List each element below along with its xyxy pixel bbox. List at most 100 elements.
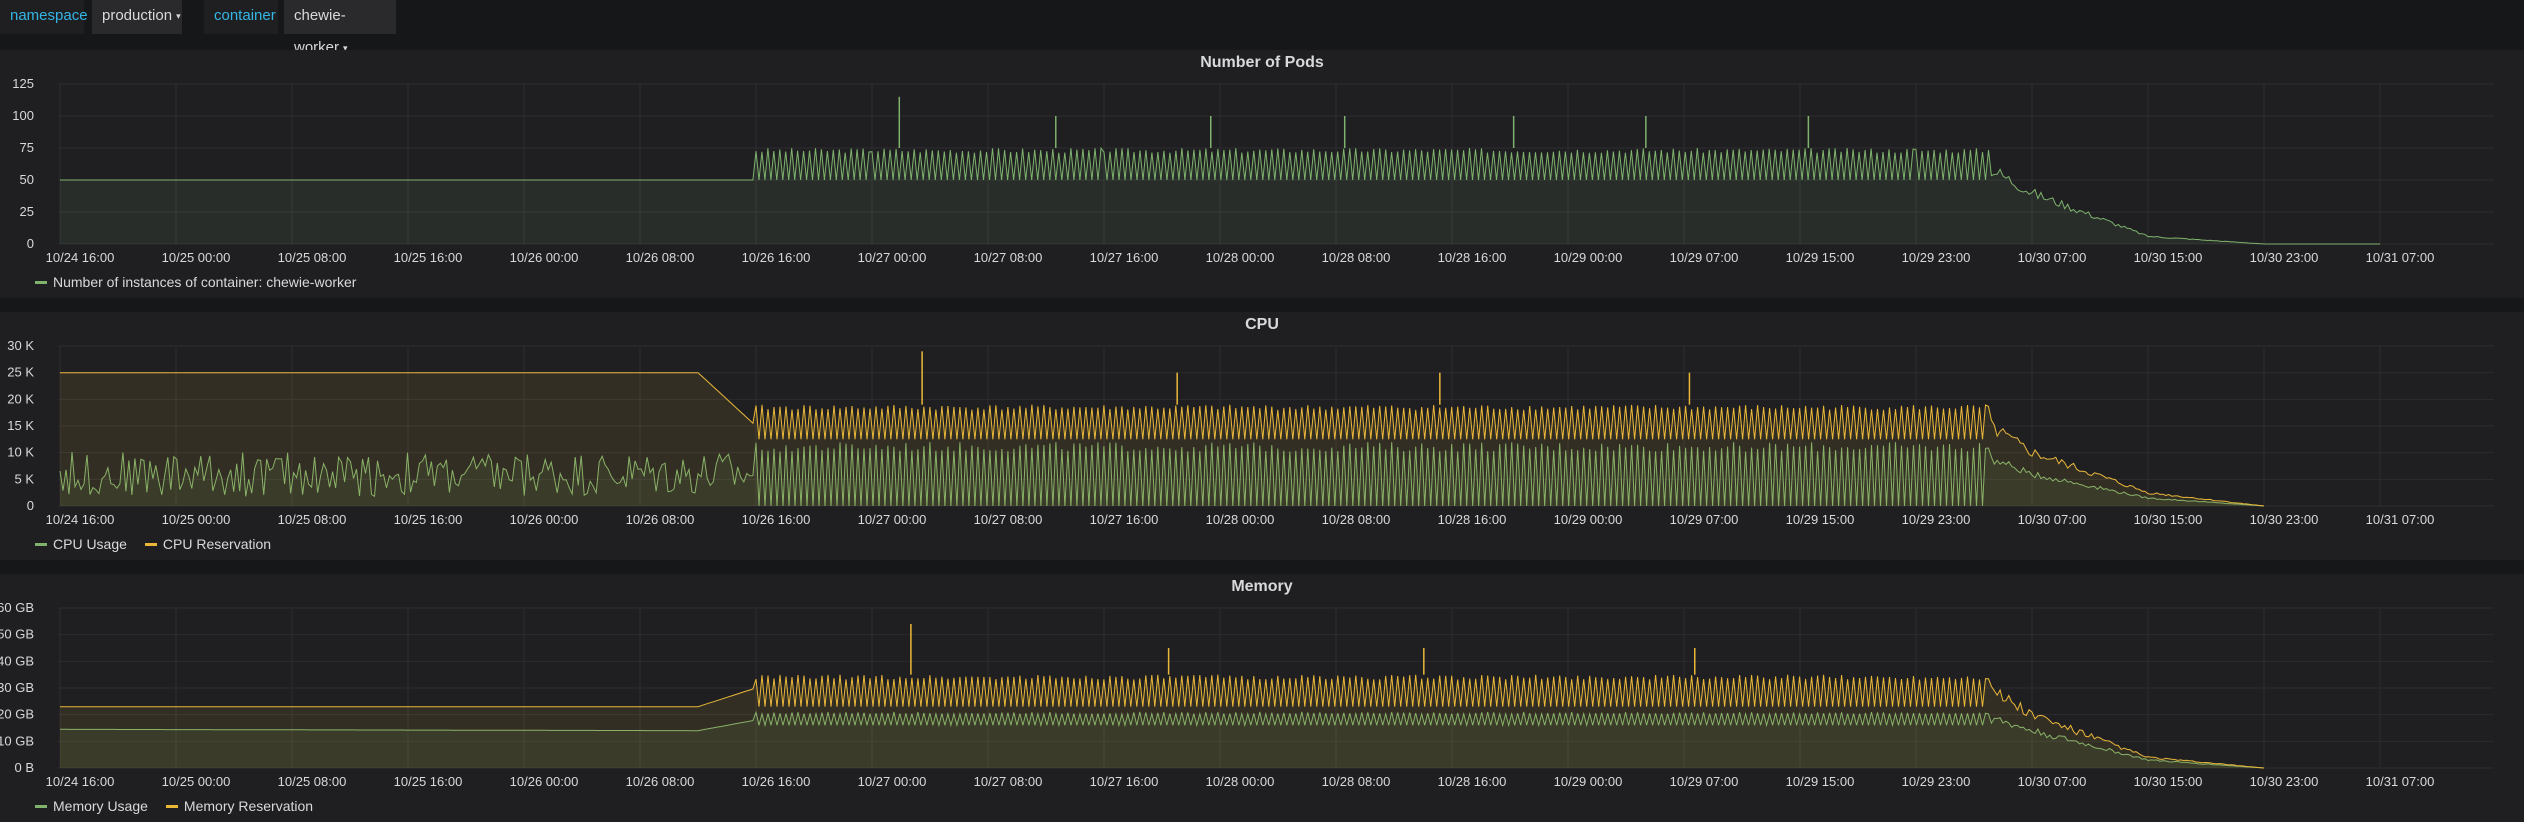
- x-tick-label: 10/27 00:00: [858, 774, 927, 789]
- panel-memory: Memory 0 B 10 GB 20 GB 30 GB 40 GB 50 GB 60 GB…: [0, 574, 2524, 822]
- caret-down-icon: ▾: [343, 43, 348, 54]
- x-tick-label: 10/28 00:00: [1206, 250, 1275, 265]
- legend-label: Memory Usage: [53, 798, 148, 814]
- y-tick-label: 60 GB: [0, 600, 34, 615]
- x-tick-label: 10/30 07:00: [2018, 250, 2087, 265]
- x-tick-label: 10/28 00:00: [1206, 512, 1275, 527]
- y-tick-label: 25 K: [7, 365, 34, 380]
- x-tick-label: 10/25 08:00: [278, 250, 347, 265]
- pods-chart[interactable]: 0 25 50 75 100 125 10/24 16:00 10/25 00:00 10/25…: [0, 50, 2524, 298]
- x-tick-label: 10/30 15:00: [2134, 250, 2203, 265]
- memory-legend: Memory Usage Memory Reservation: [35, 796, 313, 816]
- container-variable-value: chewie-worker: [294, 7, 346, 56]
- panel-title[interactable]: Number of Pods: [1200, 54, 1324, 71]
- y-tick-label: 30 K: [7, 338, 34, 353]
- legend-label: Number of instances of container: chewie…: [53, 274, 357, 290]
- panel-title[interactable]: Memory: [1231, 578, 1293, 595]
- x-tick-label: 10/31 07:00: [2366, 774, 2435, 789]
- x-tick-label: 10/26 08:00: [626, 774, 695, 789]
- legend-label: CPU Reservation: [162, 536, 272, 552]
- namespace-variable-dropdown[interactable]: production ▾: [92, 0, 182, 34]
- panel-title[interactable]: CPU: [1245, 316, 1279, 333]
- series-area-fill: [60, 372, 2264, 506]
- green-swatch-icon: [35, 542, 47, 546]
- legend-item-cpu-usage[interactable]: CPU Usage: [35, 534, 127, 554]
- container-variable-dropdown[interactable]: chewie-worker ▾: [284, 0, 396, 56]
- x-tick-label: 10/30 07:00: [2018, 512, 2087, 527]
- y-tick-label: 75: [20, 140, 34, 155]
- y-tick-label: 125: [12, 76, 34, 91]
- x-tick-label: 10/26 16:00: [742, 250, 811, 265]
- x-tick-label: 10/29 23:00: [1902, 512, 1971, 527]
- y-tick-label: 100: [12, 108, 34, 123]
- namespace-variable-label: namespace: [0, 0, 88, 34]
- y-tick-label: 0: [27, 236, 34, 251]
- x-tick-label: 10/27 08:00: [974, 512, 1043, 527]
- y-tick-label: 40 GB: [0, 653, 34, 668]
- legend-label: CPU Usage: [53, 536, 127, 552]
- series-line: [60, 674, 2265, 769]
- x-tick-label: 10/30 15:00: [2134, 774, 2203, 789]
- y-tick-label: 50 GB: [0, 627, 34, 642]
- y-tick-label: 20 GB: [0, 707, 34, 722]
- legend-item-cpu-reservation[interactable]: CPU Reservation: [144, 534, 272, 554]
- x-tick-label: 10/29 00:00: [1554, 512, 1623, 527]
- legend-item-pods[interactable]: Number of instances of container: chewie…: [35, 272, 356, 292]
- x-tick-label: 10/29 23:00: [1902, 250, 1971, 265]
- x-tick-label: 10/24 16:00: [46, 512, 115, 527]
- series-area-fill: [60, 442, 2264, 506]
- x-tick-label: 10/26 08:00: [626, 250, 695, 265]
- y-tick-label: 10 K: [7, 445, 34, 460]
- namespace-variable-value: production: [102, 7, 173, 24]
- memory-chart[interactable]: 0 B 10 GB 20 GB 30 GB 40 GB 50 GB 60 GB 10/24 1…: [0, 574, 2524, 822]
- y-tick-label: 50: [20, 172, 34, 187]
- x-tick-label: 10/26 00:00: [510, 774, 579, 789]
- x-tick-label: 10/27 16:00: [1090, 774, 1159, 789]
- x-tick-label: 10/30 23:00: [2250, 250, 2319, 265]
- y-tick-label: 15 K: [7, 418, 34, 433]
- x-tick-label: 10/28 08:00: [1322, 512, 1391, 527]
- x-tick-label: 10/26 16:00: [742, 512, 811, 527]
- panel-cpu: CPU 0 5 K 10 K 15 K 20 K 25 K 30 K 10/24 16:00 1…: [0, 312, 2524, 560]
- x-tick-label: 10/27 00:00: [858, 250, 927, 265]
- green-swatch-icon: [35, 280, 47, 284]
- y-tick-label: 20 K: [7, 391, 34, 406]
- x-tick-label: 10/25 00:00: [162, 774, 231, 789]
- x-tick-label: 10/30 07:00: [2018, 774, 2087, 789]
- template-variables-bar: namespace production ▾ container chewie-w…: [0, 0, 2524, 56]
- x-tick-label: 10/29 15:00: [1786, 512, 1855, 527]
- series-line: [60, 372, 2265, 507]
- y-tick-label: 0: [27, 498, 34, 513]
- y-tick-label: 10 GB: [0, 733, 34, 748]
- x-tick-label: 10/25 08:00: [278, 774, 347, 789]
- x-tick-label: 10/27 00:00: [858, 512, 927, 527]
- y-tick-label: 30 GB: [0, 680, 34, 695]
- x-tick-label: 10/30 23:00: [2250, 774, 2319, 789]
- y-tick-label: 0 B: [14, 760, 34, 775]
- x-tick-label: 10/27 16:00: [1090, 250, 1159, 265]
- x-tick-label: 10/26 16:00: [742, 774, 811, 789]
- series-area-fill: [60, 674, 2264, 768]
- x-tick-label: 10/26 08:00: [626, 512, 695, 527]
- yellow-swatch-icon: [165, 804, 178, 808]
- yellow-swatch-icon: [144, 542, 157, 546]
- x-tick-label: 10/24 16:00: [46, 774, 115, 789]
- legend-item-memory-reservation[interactable]: Memory Reservation: [165, 796, 313, 816]
- x-tick-label: 10/31 07:00: [2366, 512, 2435, 527]
- x-tick-label: 10/27 08:00: [974, 250, 1043, 265]
- x-tick-label: 10/28 08:00: [1322, 250, 1391, 265]
- cpu-chart[interactable]: 0 5 K 10 K 15 K 20 K 25 K 30 K 10/24 16:00 10/25…: [0, 312, 2524, 560]
- x-tick-label: 10/29 00:00: [1554, 774, 1623, 789]
- series-line: [60, 146, 2380, 245]
- x-tick-label: 10/25 16:00: [394, 512, 463, 527]
- caret-down-icon: ▾: [176, 11, 181, 22]
- container-variable-label: container: [204, 0, 278, 34]
- x-tick-label: 10/25 16:00: [394, 774, 463, 789]
- x-tick-label: 10/25 08:00: [278, 512, 347, 527]
- x-tick-label: 10/27 08:00: [974, 774, 1043, 789]
- x-tick-label: 10/28 08:00: [1322, 774, 1391, 789]
- x-tick-label: 10/29 15:00: [1786, 774, 1855, 789]
- legend-item-memory-usage[interactable]: Memory Usage: [35, 796, 148, 816]
- x-tick-label: 10/25 00:00: [162, 512, 231, 527]
- x-tick-label: 10/26 00:00: [510, 512, 579, 527]
